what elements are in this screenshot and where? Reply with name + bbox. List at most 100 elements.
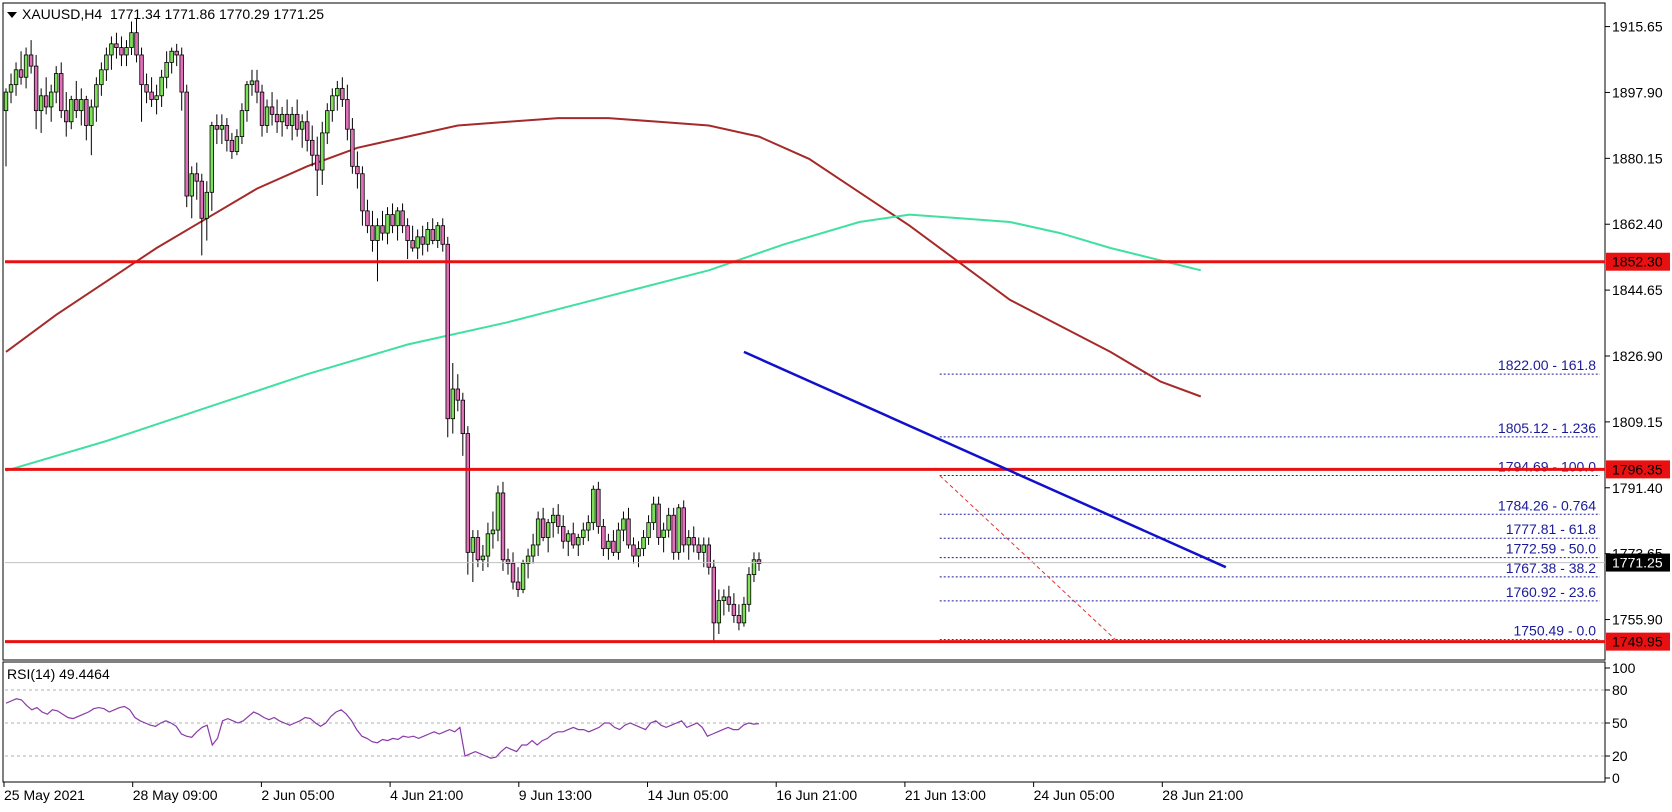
candle-body — [736, 615, 742, 624]
candle — [581, 522, 586, 545]
candle-body — [606, 540, 611, 550]
current-price-label: 1771.25 — [1612, 555, 1663, 571]
collapse-triangle-icon[interactable] — [7, 12, 17, 18]
candle-body — [139, 54, 144, 86]
candle — [611, 530, 616, 557]
candle-body — [149, 91, 154, 100]
candle-body — [304, 121, 310, 141]
rsi-panel-frame — [2, 661, 1606, 783]
candle-body — [540, 518, 546, 538]
candle-body — [561, 525, 566, 542]
candle-body — [420, 236, 425, 245]
candle — [470, 530, 476, 583]
candle — [204, 181, 209, 241]
level-badge-label: 1749.95 — [1612, 634, 1663, 650]
level-badge-label: 1852.30 — [1612, 254, 1663, 270]
candle — [330, 88, 335, 122]
candle-body — [164, 61, 169, 78]
candle — [440, 218, 445, 252]
candle — [28, 40, 34, 74]
candles — [3, 17, 762, 642]
candle-body — [43, 95, 49, 108]
candle — [159, 69, 164, 107]
candle-body — [395, 210, 400, 227]
candle — [129, 21, 134, 55]
candle — [315, 136, 320, 197]
candle-body — [566, 533, 571, 542]
candle-body — [495, 492, 501, 531]
candle-body — [355, 165, 360, 175]
candle-body — [616, 529, 621, 553]
candle-body — [490, 529, 496, 535]
candle-body — [310, 139, 315, 156]
candle-body — [556, 514, 561, 527]
time-axis: 25 May 2021 28 May 09:00 2 Jun 05:00 4 Jun … — [3, 782, 1243, 803]
candle-body — [455, 388, 460, 401]
candle — [179, 47, 184, 111]
candle-body — [119, 47, 124, 56]
time-tick-label: 21 Jun 13:00 — [905, 787, 986, 803]
candle — [395, 207, 400, 241]
candle — [149, 77, 154, 107]
candle-body — [475, 537, 481, 561]
time-tick-label: 9 Jun 13:00 — [519, 787, 592, 803]
candle — [249, 69, 255, 96]
candle-body — [400, 210, 405, 227]
candle-body — [365, 210, 370, 227]
candle-body — [23, 54, 29, 78]
candle — [586, 515, 591, 542]
candle — [741, 596, 747, 627]
candle — [74, 80, 79, 119]
candle — [430, 218, 435, 245]
candle-body — [154, 95, 159, 100]
candle — [726, 585, 732, 612]
candle — [721, 589, 727, 616]
time-tick-label: 28 Jun 21:00 — [1162, 787, 1243, 803]
rsi-label: RSI(14) 49.4464 — [7, 666, 110, 682]
candle — [214, 114, 220, 145]
candle-body — [94, 84, 99, 108]
candle — [681, 500, 686, 553]
candle — [289, 106, 295, 141]
candle-body — [510, 563, 516, 583]
candle — [355, 151, 360, 189]
level-badge-label: 1796.35 — [1612, 461, 1663, 477]
time-tick-label: 16 Jun 21:00 — [776, 787, 857, 803]
candle — [244, 80, 250, 122]
candle — [33, 54, 39, 130]
candle — [274, 99, 280, 133]
candle — [43, 77, 49, 115]
level-badge — [1606, 632, 1670, 651]
candle — [510, 552, 516, 590]
candle-body — [385, 214, 390, 234]
fib-level-label: 1784.26 - 0.764 — [1498, 497, 1596, 513]
candle-body — [576, 537, 581, 546]
candle — [475, 530, 481, 568]
candle-body — [209, 125, 215, 193]
candle — [656, 496, 661, 545]
candle-body — [264, 106, 270, 126]
candle — [134, 17, 139, 63]
candle — [325, 103, 330, 145]
fib-level-label: 1760.92 - 23.6 — [1506, 584, 1597, 600]
candle-body — [254, 80, 260, 93]
candle — [415, 229, 420, 260]
candle — [706, 537, 711, 575]
candle — [294, 99, 300, 137]
price-tick-label: 1897.90 — [1612, 84, 1663, 100]
candle-body — [33, 65, 39, 112]
candle-body — [18, 69, 24, 78]
time-tick-label: 25 May 2021 — [4, 787, 85, 803]
candle-body — [621, 518, 626, 531]
candle — [435, 222, 440, 248]
candle-body — [460, 399, 466, 434]
candle-body — [636, 548, 641, 557]
level-badge — [1606, 252, 1670, 271]
time-tick-label: 14 Jun 05:00 — [648, 787, 729, 803]
candle — [350, 118, 355, 174]
candle — [375, 218, 380, 282]
candle — [530, 533, 536, 564]
candle-body — [335, 87, 340, 97]
candle-body — [611, 540, 616, 553]
candle-body — [626, 518, 631, 546]
